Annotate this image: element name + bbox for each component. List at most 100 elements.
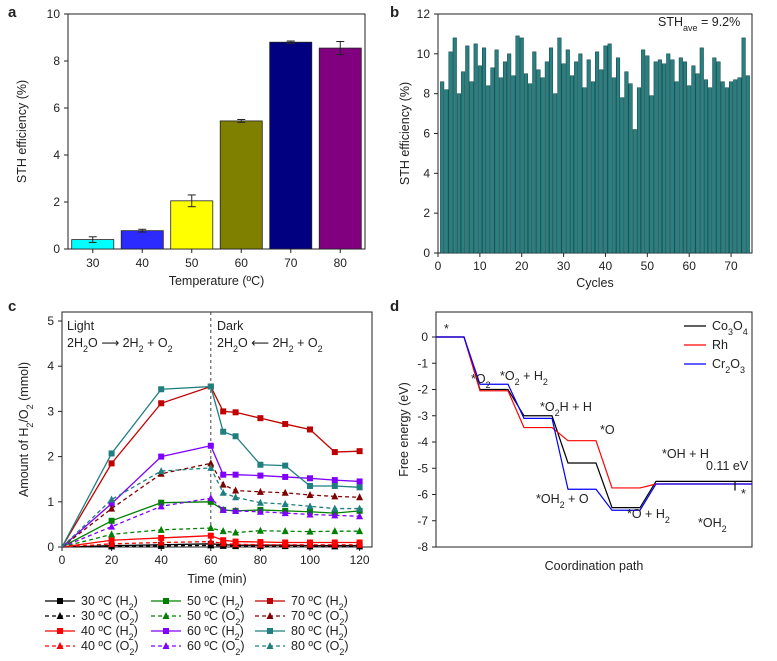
x-tick-label: 70 [284, 256, 298, 270]
data-point [207, 537, 215, 545]
y-tick-label: 6 [53, 101, 60, 115]
x-tick-label: 50 [641, 259, 655, 273]
data-point [257, 461, 264, 468]
data-point [331, 511, 339, 519]
data-point [207, 532, 214, 539]
data-point [108, 495, 116, 503]
y-tick-label: 4 [47, 359, 54, 373]
y-tick-label: -8 [417, 540, 428, 554]
data-point [256, 526, 264, 534]
legend-marker [56, 642, 64, 649]
x-axis-label: Coordination path [545, 559, 644, 573]
bar [615, 57, 621, 254]
bar [666, 53, 671, 254]
data-point [356, 504, 364, 512]
o2-h2-label: *O2 + H2 [500, 369, 548, 387]
data-point [158, 386, 165, 393]
data-point [281, 509, 289, 517]
bar [452, 37, 457, 254]
bar [590, 81, 595, 254]
x-tick-label: 40 [599, 259, 613, 273]
y-tick-label: 0 [53, 242, 60, 256]
y-tick-label: 3 [47, 404, 54, 418]
bar [461, 71, 466, 254]
data-point [232, 493, 240, 501]
legend-entry: Cr2O3 [712, 357, 745, 375]
data-point [207, 459, 215, 467]
bar [657, 59, 662, 254]
data-point [108, 450, 115, 457]
data-point [232, 409, 239, 416]
data-point [232, 528, 240, 536]
panel-b-bar-chart: b 0 2 4 6 8 10 12 0 10 20 30 40 50 60 70 Cycles STH effi… [390, 4, 753, 290]
bar [448, 51, 453, 254]
y-tick-label: -2 [417, 383, 428, 397]
panel-a-bar-chart: a 0 2 4 6 8 10 30 40 50 60 70 80 Temperature (ºC) STH… [8, 4, 366, 288]
x-tick-label: 30 [86, 256, 100, 270]
x-tick-label: 60 [204, 553, 218, 567]
x-axis-label: Cycles [576, 276, 614, 290]
bar [682, 61, 688, 254]
o-label: *O [600, 423, 615, 437]
data-point [281, 540, 289, 548]
bar [456, 93, 461, 254]
bar [553, 93, 558, 254]
bar [703, 79, 708, 254]
bar [557, 37, 562, 254]
data-point [256, 540, 264, 548]
bar [628, 83, 633, 254]
bar [645, 55, 650, 254]
panel-d-label: d [390, 298, 399, 315]
bar [662, 63, 667, 254]
legend-entry: 70 ºC (H2) [291, 594, 348, 612]
data-point [157, 502, 165, 510]
x-tick-label: 30 [557, 259, 571, 273]
bar [674, 81, 679, 254]
data-point [256, 498, 264, 506]
bar [540, 77, 545, 254]
legend-marker [57, 598, 63, 604]
data-point [331, 449, 338, 456]
x-tick-label: 60 [683, 259, 697, 273]
bar [607, 43, 612, 254]
data-point [108, 460, 115, 467]
x-tick-label: 50 [185, 256, 199, 270]
data-point [356, 527, 364, 535]
data-point [331, 504, 339, 512]
bar [632, 129, 637, 254]
data-point [207, 383, 214, 390]
bar [636, 87, 641, 254]
panel-d-energy-diagram: d 0 -1 -2 -3 -4 -5 -6 -7 -8 Coordination path Free… [390, 298, 753, 573]
data-point [331, 540, 339, 548]
data-point [219, 527, 227, 535]
data-point [306, 540, 314, 548]
data-point [207, 463, 215, 471]
bar [687, 85, 692, 254]
legend-entry: 60 ºC (O2) [187, 639, 245, 657]
data-point [220, 471, 227, 478]
legend-entry: 30 ºC (O2) [81, 609, 139, 627]
bar [641, 49, 646, 254]
y-tick-label: -7 [417, 514, 428, 528]
oh-h-label: *OH + H [662, 447, 709, 461]
data-point [307, 426, 313, 433]
y-tick-label: 10 [47, 7, 61, 21]
bar [670, 59, 675, 254]
data-point [256, 487, 264, 495]
data-point [108, 539, 116, 547]
y-tick-label: -1 [417, 356, 428, 370]
bar [477, 65, 482, 254]
bar [699, 47, 704, 254]
data-point [356, 448, 363, 455]
bar [269, 41, 313, 250]
y-tick-label: 5 [47, 314, 54, 328]
y-tick-label: -4 [417, 435, 428, 449]
data-point [158, 453, 165, 460]
data-point [220, 428, 227, 435]
panel-b-label: b [390, 4, 399, 21]
x-tick-label: 40 [136, 256, 150, 270]
x-tick-label: 80 [254, 553, 268, 567]
x-tick-label: 10 [473, 259, 487, 273]
bar [465, 45, 470, 254]
bar [569, 75, 575, 254]
